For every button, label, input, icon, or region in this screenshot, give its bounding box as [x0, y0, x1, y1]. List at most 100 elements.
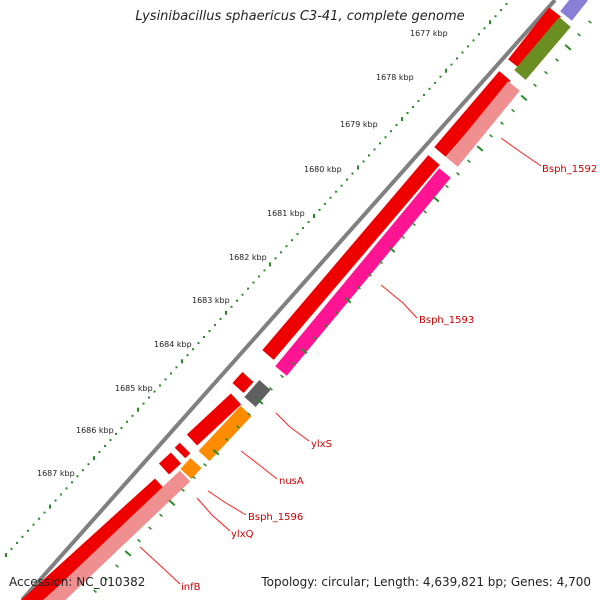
tick-mark	[208, 330, 211, 332]
tick-mark	[93, 456, 95, 461]
gene-label-Bsph_1596[interactable]: Bsph_1596	[248, 512, 303, 523]
tick-mark	[214, 323, 216, 326]
tick-mark	[192, 475, 196, 480]
tick-mark	[588, 20, 592, 24]
tick-mark	[505, 3, 508, 6]
tick-mark	[137, 407, 139, 412]
tick-mark	[362, 160, 365, 163]
tick-mark	[285, 245, 288, 248]
tick-mark	[344, 297, 352, 304]
tick-mark	[423, 93, 425, 96]
tick-mark	[379, 260, 383, 265]
tick-mark	[368, 273, 372, 277]
gene-label-ylxQ[interactable]: ylxQ	[231, 529, 254, 540]
tick-mark	[274, 257, 277, 260]
tick-mark	[456, 172, 460, 176]
tick-mark	[384, 136, 387, 139]
tick-mark	[43, 511, 46, 514]
tick-label: 1677 kbp	[410, 29, 448, 38]
tick-mark	[148, 526, 152, 530]
tick-mark	[192, 348, 194, 351]
tick-mark	[49, 504, 51, 509]
tick-mark	[82, 469, 84, 472]
gene-feature[interactable]	[158, 452, 182, 475]
gene-feature-Bsph_1593[interactable]	[275, 168, 451, 376]
gene-feature-infB[interactable]	[42, 470, 191, 600]
tick-mark	[60, 493, 62, 496]
gene-feature[interactable]	[508, 7, 561, 69]
gene-feature[interactable]	[174, 442, 191, 459]
tick-mark	[247, 412, 251, 416]
tick-mark	[197, 342, 200, 345]
gene-feature[interactable]	[434, 71, 511, 157]
tick-mark	[115, 432, 117, 435]
tick-mark	[263, 269, 266, 272]
gene-feature[interactable]	[232, 371, 254, 394]
gene-feature[interactable]	[514, 17, 571, 80]
tick-mark	[307, 221, 310, 223]
gene-feature-nusA[interactable]	[198, 405, 252, 462]
gene-feature[interactable]	[20, 478, 166, 600]
tick-mark	[168, 499, 176, 506]
tick-mark	[93, 589, 97, 594]
gene-label-infB[interactable]: infB	[181, 582, 201, 593]
tick-mark	[164, 378, 167, 381]
tick-mark	[10, 547, 13, 550]
tick-mark	[379, 142, 381, 145]
tick-mark	[401, 117, 403, 122]
tick-label: 1686 kbp	[76, 426, 114, 435]
tick-mark	[434, 81, 436, 84]
tick-mark	[181, 488, 185, 492]
tick-mark	[126, 420, 128, 423]
gene-label-Bsph_1592[interactable]: Bsph_1592	[542, 164, 597, 175]
gene-label-nusA[interactable]: nusA	[279, 476, 304, 487]
tick-mark	[27, 529, 29, 532]
tick-mark	[291, 239, 293, 242]
gene-feature[interactable]	[262, 155, 440, 360]
gene-label-ylxS[interactable]: ylxS	[311, 439, 332, 450]
tick-mark	[71, 481, 73, 484]
tick-mark	[175, 366, 178, 369]
tick-mark	[236, 299, 238, 302]
tick-label: 1687 kbp	[37, 469, 75, 478]
tick-mark	[329, 196, 332, 199]
minor-tick-marks	[5, 3, 508, 557]
tick-mark	[324, 323, 328, 328]
tick-mark	[104, 445, 106, 447]
tick-mark	[406, 112, 409, 114]
tick-mark	[577, 32, 581, 37]
tick-mark	[54, 499, 57, 502]
kbp-tick-labels: 1677 kbp 1678 kbp 1679 kbp 1680 kbp 1681…	[37, 29, 448, 478]
label-leader-lines	[139, 137, 542, 585]
tick-label: 1682 kbp	[229, 253, 267, 262]
tick-mark	[467, 45, 469, 48]
tick-mark	[203, 336, 205, 338]
tick-mark	[159, 384, 161, 387]
tick-mark	[203, 463, 207, 467]
tick-mark	[104, 576, 108, 581]
tick-label: 1683 kbp	[192, 296, 230, 305]
tick-mark	[300, 347, 308, 355]
gene-feature-Bsph_1592[interactable]	[446, 81, 520, 167]
tick-mark	[252, 281, 255, 284]
gene-label-Bsph_1593[interactable]: Bsph_1593	[419, 315, 474, 326]
gene-feature-ylxQ[interactable]	[180, 457, 202, 480]
tick-mark	[256, 398, 264, 405]
tick-mark	[351, 172, 354, 175]
tick-mark	[346, 178, 348, 181]
gene-feature[interactable]	[186, 393, 242, 446]
tick-mark	[225, 437, 229, 442]
tick-mark	[159, 513, 163, 518]
gene-labels: Bsph_1592 Bsph_1593 ylxS nusA Bsph_1596 …	[181, 164, 597, 593]
gene-feature-ylxS[interactable]	[244, 380, 271, 407]
tick-mark	[269, 387, 273, 391]
tick-mark	[32, 523, 35, 526]
tick-mark	[456, 57, 458, 60]
tick-mark	[511, 108, 515, 113]
tick-mark	[230, 305, 233, 308]
gene-feature[interactable]	[560, 0, 588, 21]
tick-mark	[335, 190, 337, 193]
tick-mark	[142, 402, 145, 405]
